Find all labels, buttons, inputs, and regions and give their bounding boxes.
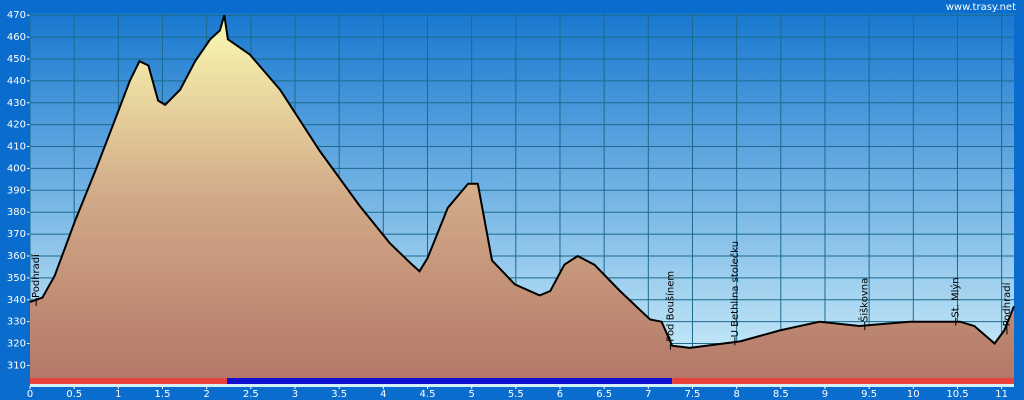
y-tick-label: 360 <box>7 251 26 262</box>
y-tick-label: 310 <box>7 360 26 371</box>
waypoint-label: Pod Boušínem <box>664 271 676 342</box>
y-tick-label: 460 <box>7 32 26 43</box>
waypoint-label: Šiškovna <box>858 278 871 322</box>
waypoint-label: St. Mlýn <box>950 277 962 317</box>
x-tick-label: 7.5 <box>685 389 701 400</box>
x-tick-label: 0 <box>27 389 33 400</box>
x-tick-label: 6.5 <box>596 389 612 400</box>
x-tick-label: 4 <box>380 389 386 400</box>
x-tick-label: 7 <box>645 389 651 400</box>
route-segment <box>226 378 673 384</box>
x-tick-label: 5 <box>468 389 474 400</box>
y-tick-label: 450 <box>7 54 26 65</box>
x-tick-label: 10 <box>907 389 920 400</box>
x-tick-label: 0.5 <box>66 389 82 400</box>
route-segment <box>672 378 1014 384</box>
y-tick-label: 320 <box>7 339 26 350</box>
x-tick-label: 9.5 <box>861 389 877 400</box>
y-tick-label: 350 <box>7 273 26 284</box>
waypoint-label: U Bethlina stolečku <box>729 241 741 337</box>
y-tick-label: 470 <box>7 10 26 21</box>
x-tick-label: 10.5 <box>946 389 968 400</box>
y-tick-label: 420 <box>7 120 26 131</box>
x-tick-label: 11 <box>995 389 1008 400</box>
x-tick-label: 9 <box>822 389 828 400</box>
y-tick-label: 330 <box>7 317 26 328</box>
y-tick-label: 340 <box>7 295 26 306</box>
x-tick-label: 6 <box>557 389 563 400</box>
y-tick-label: 390 <box>7 185 26 196</box>
x-tick-label: 3 <box>292 389 298 400</box>
area-fill <box>30 15 1014 378</box>
y-tick-label: 380 <box>7 207 26 218</box>
x-tick-label: 2 <box>203 389 209 400</box>
x-tick-label: 4.5 <box>420 389 436 400</box>
watermark: www.trasy.net <box>946 2 1016 13</box>
y-tick-label: 440 <box>7 76 26 87</box>
y-tick-label: 400 <box>7 163 26 174</box>
y-tick-label: 430 <box>7 98 26 109</box>
profile-line <box>29 14 1015 349</box>
y-tick-label: 370 <box>7 229 26 240</box>
y-tick-label: 410 <box>7 142 26 153</box>
x-tick-label: 3.5 <box>331 389 347 400</box>
route-segment <box>30 378 227 384</box>
waypoint-label: Podhradí <box>30 253 42 298</box>
x-tick-label: 2.5 <box>243 389 259 400</box>
x-tick-label: 1.5 <box>155 389 171 400</box>
x-tick-label: 5.5 <box>508 389 524 400</box>
x-tick-label: 1 <box>115 389 121 400</box>
waypoint-label: Podhradí <box>1001 281 1013 326</box>
x-tick-label: 8.5 <box>773 389 789 400</box>
x-tick-label: 8 <box>733 389 739 400</box>
